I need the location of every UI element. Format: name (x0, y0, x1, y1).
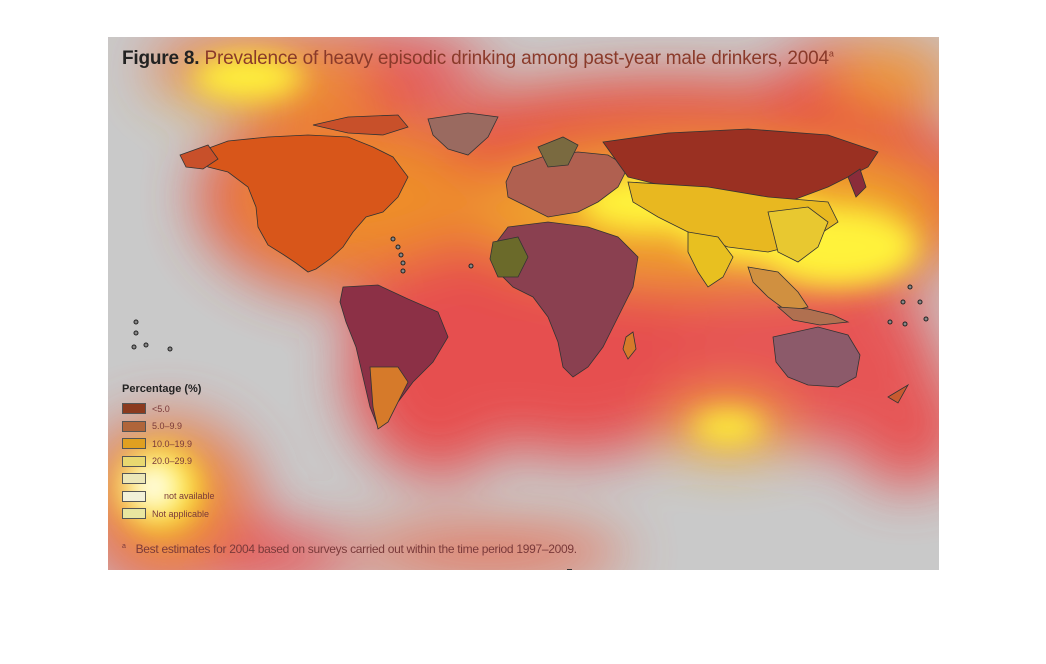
legend-item: 5.0–9.9 (122, 418, 215, 436)
tick-mark (567, 569, 572, 570)
europe (505, 151, 629, 218)
greenland (427, 112, 499, 156)
legend-swatch (122, 403, 146, 415)
small-island-markers (131, 236, 929, 352)
legend-swatch (122, 420, 146, 432)
legend-swatch (122, 455, 146, 467)
legend-item: <5.0 (122, 400, 215, 418)
footnote-text: Best estimates for 2004 based on surveys… (135, 542, 577, 556)
continents (179, 112, 910, 430)
title-footnote-marker: a (828, 48, 834, 59)
alaska (179, 144, 219, 170)
world-map (108, 37, 939, 570)
figure-panel: Figure 8. Prevalence of heavy episodic d… (108, 37, 939, 570)
legend-swatch (122, 473, 146, 485)
legend-swatch (122, 508, 146, 520)
legend-swatch (122, 438, 146, 450)
footnote: a Best estimates for 2004 based on survey… (122, 542, 577, 556)
legend-label: Not applicable (152, 508, 210, 519)
legend-item: 20.0–29.9 (122, 453, 215, 471)
north-america (197, 134, 409, 273)
scandinavia (537, 136, 579, 168)
africa (492, 221, 639, 378)
south-asia (687, 231, 734, 288)
legend-label: <5.0 (152, 403, 170, 414)
legend-item (122, 470, 215, 488)
indonesia (776, 306, 850, 326)
legend-title: Percentage (%) (122, 383, 202, 395)
legend-item: not available (122, 488, 215, 506)
canada-islands (312, 114, 409, 136)
figure-title-text: Prevalence of heavy episodic drinking am… (204, 48, 829, 69)
east-asia (767, 206, 829, 263)
attention-heat-overlay (108, 37, 939, 570)
figure-title: Figure 8. Prevalence of heavy episodic d… (122, 48, 834, 70)
legend-label: 5.0–9.9 (152, 421, 183, 432)
west-africa (489, 236, 529, 278)
legend-item: Not applicable (122, 505, 215, 523)
legend-label: 10.0–19.9 (152, 438, 193, 449)
new-zealand (887, 383, 910, 404)
figure-label: Figure 8. (122, 48, 200, 69)
legend-item: 10.0–19.9 (122, 435, 215, 453)
japan (847, 168, 867, 198)
footnote-marker: a (122, 543, 126, 550)
legend-label: 20.0–29.9 (152, 456, 193, 467)
legend-label: not available (164, 491, 215, 502)
legend-swatch (122, 490, 146, 502)
south-america-south (369, 366, 409, 430)
map-legend: Percentage (%) <5.0 5.0–9.9 10.0–19.9 20… (122, 383, 215, 523)
australia (772, 326, 861, 388)
madagascar (622, 331, 637, 360)
